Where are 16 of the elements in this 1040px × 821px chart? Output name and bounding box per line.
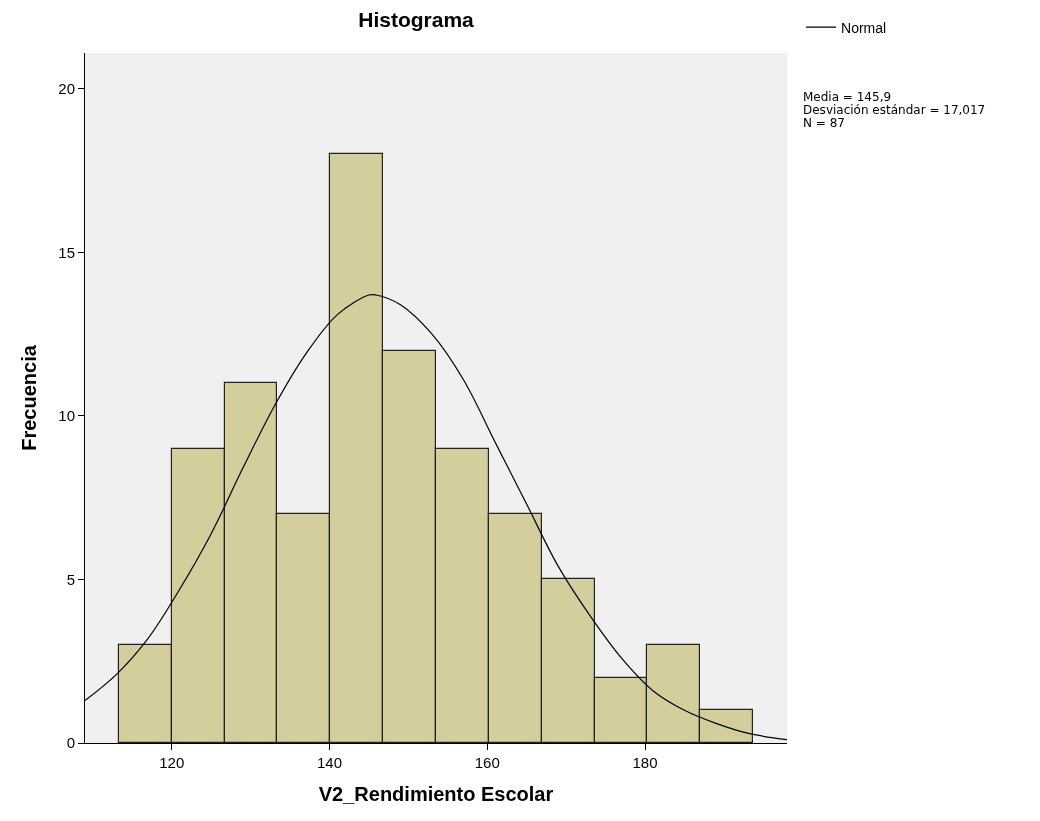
- y-axis-title: Frecuencia: [17, 344, 40, 451]
- text: Desviación estándar = 17,017: [803, 103, 986, 117]
- y-tick-label: 20: [58, 80, 75, 98]
- y-tick-label: 15: [58, 243, 75, 261]
- x-tick-label: 180: [632, 754, 658, 771]
- x-axis-title: V2_Rendimiento Escolar: [318, 782, 554, 805]
- chart-title: Histograma: [358, 8, 475, 32]
- text: N = 87: [803, 116, 845, 130]
- y-tick-label: 5: [66, 570, 75, 588]
- y-tick-label: 0: [66, 734, 75, 752]
- legend-label: Normal: [841, 19, 887, 36]
- y-tick-label: 10: [58, 407, 75, 425]
- text: Media = 145,9: [803, 90, 892, 104]
- x-tick-label: 120: [159, 754, 185, 771]
- x-tick-label: 140: [317, 754, 343, 771]
- x-tick-label: 160: [474, 754, 500, 771]
